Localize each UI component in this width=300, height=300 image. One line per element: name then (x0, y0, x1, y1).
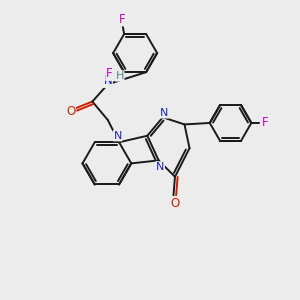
Text: F: F (262, 116, 268, 129)
Text: N: N (103, 74, 112, 87)
Text: N: N (160, 108, 169, 118)
Text: N: N (113, 131, 122, 141)
Text: N: N (156, 162, 164, 172)
Text: H: H (116, 71, 124, 81)
Text: O: O (170, 197, 179, 210)
Text: O: O (66, 105, 75, 118)
Text: F: F (106, 67, 112, 80)
Text: F: F (119, 13, 126, 26)
